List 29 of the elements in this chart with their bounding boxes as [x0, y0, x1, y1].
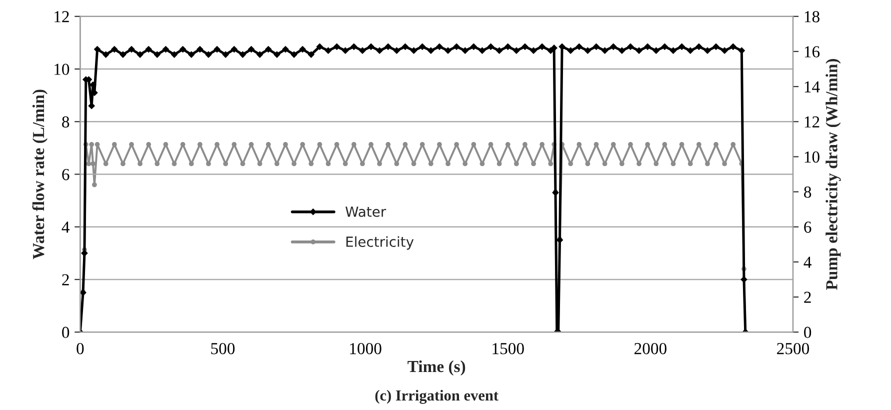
y2-tick-label: 18 — [804, 11, 820, 22]
y-tick-label: 0 — [62, 326, 70, 338]
x-tick-label: 1500 — [492, 343, 524, 354]
legend-label: Water — [346, 206, 386, 217]
y-tick-label: 10 — [54, 64, 70, 75]
x-tick-label: 2000 — [634, 343, 666, 354]
y2-tick-label: 6 — [804, 222, 812, 233]
y2-tick-label: 14 — [804, 81, 820, 92]
x-tick-label: 1000 — [350, 343, 382, 354]
y2-tick-label: 12 — [804, 116, 820, 128]
x-tick-label: 2500 — [777, 343, 810, 354]
x-tick-label: 500 — [211, 343, 235, 354]
x-axis-title: Time (s) — [408, 360, 466, 376]
y2-axis-title: Pump electricity draw (Wh/min) — [826, 59, 841, 290]
y2-tick-label: 8 — [804, 186, 812, 198]
y2-tick-label: 16 — [804, 46, 820, 58]
y-tick-label: 2 — [62, 274, 69, 286]
y-tick-label: 12 — [54, 11, 69, 22]
y2-tick-label: 10 — [804, 151, 820, 163]
y-axis-title: Water flow rate (L/min) — [32, 90, 48, 260]
legend-label: Electricity — [346, 236, 414, 250]
y2-tick-label: 0 — [804, 326, 812, 338]
y2-tick-label: 2 — [804, 292, 811, 303]
y2-tick-label: 4 — [804, 256, 812, 268]
text: (c) Irrigation event — [375, 390, 498, 404]
x-tick-label: 0 — [76, 343, 84, 354]
y-tick-label: 4 — [62, 222, 70, 233]
y-tick-label: 8 — [62, 116, 70, 128]
y-tick-label: 6 — [62, 168, 70, 180]
